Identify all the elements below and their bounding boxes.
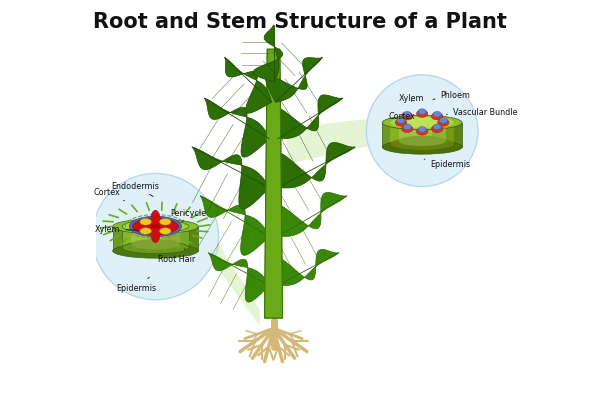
Polygon shape <box>435 123 454 144</box>
Text: Cortex: Cortex <box>389 112 416 120</box>
Ellipse shape <box>433 112 441 118</box>
Polygon shape <box>173 227 198 251</box>
Text: Root Hair: Root Hair <box>158 249 196 264</box>
Polygon shape <box>382 123 462 148</box>
Ellipse shape <box>382 116 462 130</box>
Ellipse shape <box>418 127 426 133</box>
Polygon shape <box>438 123 462 148</box>
Ellipse shape <box>391 138 454 151</box>
Polygon shape <box>287 118 379 164</box>
Polygon shape <box>266 58 322 103</box>
Polygon shape <box>265 50 283 318</box>
Text: Xylem: Xylem <box>95 225 137 234</box>
Polygon shape <box>192 148 269 210</box>
Polygon shape <box>274 250 338 286</box>
Polygon shape <box>169 227 189 248</box>
Polygon shape <box>204 221 260 326</box>
Circle shape <box>92 174 218 300</box>
Polygon shape <box>122 227 189 248</box>
Ellipse shape <box>433 125 441 130</box>
Ellipse shape <box>391 117 454 129</box>
Ellipse shape <box>397 118 405 124</box>
Text: Root and Stem Structure of a Plant: Root and Stem Structure of a Plant <box>93 11 507 31</box>
Text: Epidermis: Epidermis <box>424 160 470 169</box>
Ellipse shape <box>403 112 411 118</box>
Polygon shape <box>271 96 343 139</box>
Text: Cortex: Cortex <box>93 188 124 201</box>
Ellipse shape <box>113 220 198 234</box>
Polygon shape <box>200 196 269 256</box>
Ellipse shape <box>113 244 198 258</box>
Ellipse shape <box>158 222 179 232</box>
Ellipse shape <box>160 219 171 225</box>
Polygon shape <box>398 123 446 142</box>
Ellipse shape <box>151 223 160 243</box>
Ellipse shape <box>401 113 413 121</box>
Ellipse shape <box>395 119 407 127</box>
Ellipse shape <box>151 211 160 231</box>
Polygon shape <box>113 227 198 251</box>
Ellipse shape <box>132 222 152 232</box>
Polygon shape <box>224 58 271 114</box>
Text: Phloem: Phloem <box>433 90 470 100</box>
Ellipse shape <box>416 128 428 136</box>
Ellipse shape <box>122 242 189 254</box>
Polygon shape <box>205 99 269 158</box>
Ellipse shape <box>431 126 443 133</box>
Ellipse shape <box>133 218 178 235</box>
Ellipse shape <box>131 222 180 232</box>
Ellipse shape <box>416 111 428 118</box>
Ellipse shape <box>140 219 151 225</box>
Ellipse shape <box>418 110 426 115</box>
Ellipse shape <box>398 118 446 128</box>
Text: Endodermis: Endodermis <box>111 182 159 197</box>
Ellipse shape <box>382 140 462 155</box>
Polygon shape <box>272 193 347 237</box>
Ellipse shape <box>122 220 189 233</box>
Text: Pericycle: Pericycle <box>170 209 206 223</box>
Text: Xylem: Xylem <box>398 94 424 103</box>
Text: Epidermis: Epidermis <box>116 278 157 292</box>
Ellipse shape <box>140 228 151 235</box>
Ellipse shape <box>403 125 411 130</box>
Polygon shape <box>431 123 446 142</box>
Ellipse shape <box>431 113 443 121</box>
Polygon shape <box>165 227 180 245</box>
Ellipse shape <box>131 240 180 250</box>
Ellipse shape <box>130 217 181 237</box>
Polygon shape <box>391 123 454 144</box>
Polygon shape <box>274 143 355 189</box>
Ellipse shape <box>398 136 446 147</box>
Circle shape <box>367 76 478 187</box>
Polygon shape <box>265 50 283 318</box>
Ellipse shape <box>401 126 413 133</box>
Ellipse shape <box>160 228 171 235</box>
Ellipse shape <box>437 119 449 127</box>
Polygon shape <box>208 253 269 302</box>
Ellipse shape <box>151 225 160 229</box>
Polygon shape <box>131 227 180 245</box>
Polygon shape <box>253 26 283 83</box>
Ellipse shape <box>439 118 448 124</box>
Text: Vascular Bundle: Vascular Bundle <box>446 108 517 117</box>
